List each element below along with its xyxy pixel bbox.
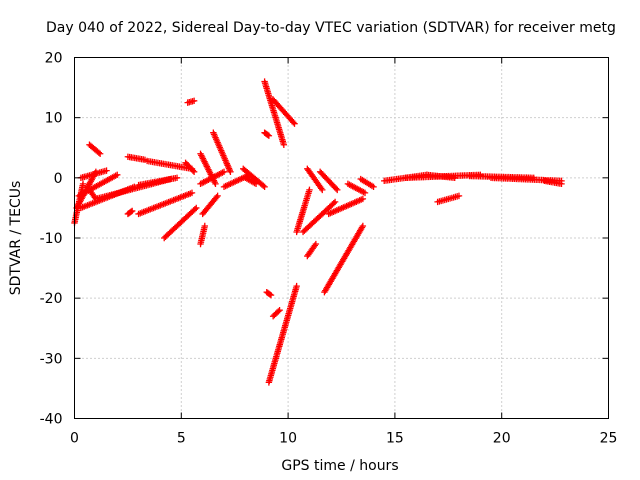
y-tick-label: -40 <box>40 412 63 428</box>
data-point <box>252 180 260 188</box>
x-tick-label: 15 <box>386 431 404 447</box>
data-point <box>173 174 181 182</box>
data-point <box>331 198 339 206</box>
data-point <box>558 180 565 188</box>
data-point <box>370 183 377 191</box>
data-point <box>128 207 136 215</box>
data-point <box>280 141 288 148</box>
x-tick-label: 25 <box>600 431 618 447</box>
data-point <box>276 307 283 314</box>
data-point <box>96 150 104 157</box>
data-point <box>201 222 208 230</box>
data-point <box>127 208 135 215</box>
y-axis: -40 -30 -20 -10 0 10 20 <box>40 51 609 428</box>
x-axis-label: GPS time / hours <box>281 458 398 474</box>
data-point <box>451 174 458 182</box>
data-point <box>291 120 298 127</box>
data-point <box>293 282 300 290</box>
data-point <box>290 119 297 126</box>
data-point <box>114 171 121 179</box>
y-tick-label: -30 <box>40 351 63 367</box>
data-point <box>214 192 221 200</box>
data-point <box>79 180 87 188</box>
data-point <box>330 199 337 207</box>
data-point <box>260 182 267 189</box>
y-tick-label: 0 <box>54 171 63 187</box>
data-point <box>188 189 196 197</box>
data-point <box>275 308 282 315</box>
x-axis: 0 5 10 15 20 25 <box>70 57 618 447</box>
grid <box>74 57 609 419</box>
x-tick-label: 0 <box>70 431 79 447</box>
data-point <box>213 194 220 201</box>
data-point <box>312 240 320 248</box>
data-points <box>71 78 565 386</box>
data-point <box>261 183 268 191</box>
x-tick-label: 20 <box>493 431 511 447</box>
data-point <box>267 291 275 299</box>
chart-title: Day 040 of 2022, Sidereal Day-to-day VTE… <box>46 20 616 36</box>
data-point <box>332 185 340 192</box>
data-point <box>95 149 102 156</box>
data-point <box>266 291 274 298</box>
data-point <box>265 132 273 139</box>
data-point <box>359 222 367 230</box>
y-axis-label: SDTVAR / TECUs <box>8 181 24 296</box>
y-tick-label: -10 <box>40 231 63 247</box>
data-point <box>220 168 228 176</box>
data-point <box>103 167 110 174</box>
data-point <box>455 192 463 200</box>
data-point <box>319 186 326 194</box>
data-point <box>212 180 219 188</box>
y-tick-label: -20 <box>40 291 63 307</box>
y-tick-label: 10 <box>45 111 63 127</box>
data-point <box>190 97 198 105</box>
data-point <box>189 167 197 174</box>
x-tick-label: 5 <box>177 431 186 447</box>
data-point <box>264 131 272 139</box>
data-point <box>190 168 198 176</box>
data-point <box>227 168 234 176</box>
data-point <box>359 195 367 203</box>
data-point <box>191 205 199 213</box>
x-tick-label: 10 <box>279 431 297 447</box>
data-point <box>361 189 369 197</box>
data-point <box>193 204 200 212</box>
data-point <box>334 186 341 194</box>
data-point <box>306 186 313 194</box>
y-tick-label: 20 <box>45 51 63 67</box>
